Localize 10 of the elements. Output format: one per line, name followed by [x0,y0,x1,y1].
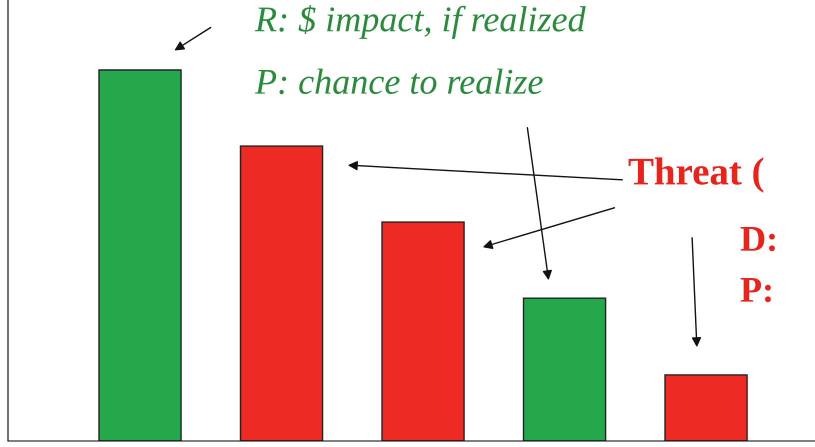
text: R: $ impact, if realized [254,5,586,39]
bar [240,145,324,441]
annotation: D: [740,227,775,252]
annotation: P: chance to realize [254,68,543,94]
bar [664,374,748,441]
bar [522,297,606,441]
annotation: P: [740,278,771,302]
bar [381,221,465,441]
annotation: Threat ( [628,157,764,193]
bar [98,69,182,441]
